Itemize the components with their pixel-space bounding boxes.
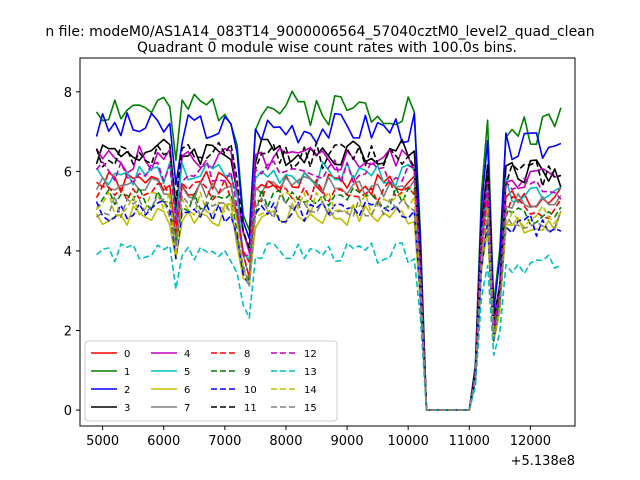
y-tick-label: 6 [64, 165, 72, 180]
series-line-14 [95, 191, 562, 411]
series-line-11 [95, 141, 562, 411]
plot-frame [79, 57, 576, 427]
series-line-2 [95, 112, 562, 411]
x-tick-label: 8000 [269, 434, 302, 449]
x-offset-label: +5.138e8 [511, 454, 575, 469]
legend-box [84, 340, 338, 422]
y-tick-label: 2 [64, 325, 72, 340]
legend-label-12: 12 [304, 349, 317, 360]
legend-label-4: 4 [184, 349, 190, 360]
series-line-15 [96, 194, 562, 411]
x-tick-label: 12000 [510, 434, 551, 449]
y-tick-label: 8 [64, 86, 72, 101]
legend-label-1: 1 [124, 367, 130, 378]
y-tick-label: 4 [64, 245, 72, 260]
legend-label-9: 9 [244, 367, 250, 378]
series-line-13 [95, 242, 562, 411]
legend-label-10: 10 [244, 385, 257, 396]
x-axis: 5000 6000 7000 8000 9000 10000 11000 12000 [86, 426, 551, 449]
y-axis: 0 2 4 6 8 [64, 86, 80, 419]
legend-label-6: 6 [184, 385, 190, 396]
x-tick-label: 5000 [86, 434, 119, 449]
legend-label-13: 13 [304, 367, 317, 378]
x-tick-label: 9000 [331, 434, 364, 449]
chart-title: Quadrant 0 module wise count rates with … [137, 40, 517, 56]
x-tick-label: 11000 [449, 434, 490, 449]
legend-label-7: 7 [184, 403, 190, 414]
legend-label-11: 11 [244, 403, 257, 414]
series-line-1 [95, 90, 562, 411]
legend-label-0: 0 [124, 349, 130, 360]
series-lines [95, 90, 562, 411]
legend-label-15: 15 [304, 403, 317, 414]
figure-suptitle: n file: modeM0/AS1A14_083T14_9000006564_… [45, 24, 594, 40]
y-tick-label: 0 [64, 404, 72, 419]
legend-label-3: 3 [124, 403, 130, 414]
x-tick-label: 7000 [208, 434, 241, 449]
legend-label-14: 14 [304, 385, 317, 396]
series-line-12 [95, 159, 562, 411]
legend-label-8: 8 [244, 349, 250, 360]
x-tick-label: 10000 [387, 434, 428, 449]
x-tick-label: 6000 [147, 434, 180, 449]
legend-label-2: 2 [124, 385, 130, 396]
legend-label-5: 5 [184, 367, 190, 378]
series-line-8 [95, 178, 562, 411]
